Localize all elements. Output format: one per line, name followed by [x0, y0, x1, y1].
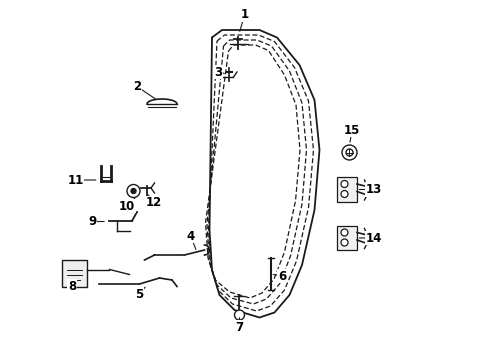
Text: 5: 5 — [135, 288, 143, 301]
Circle shape — [340, 229, 347, 236]
Text: 7: 7 — [235, 321, 243, 334]
Text: 13: 13 — [365, 183, 381, 196]
Text: 10: 10 — [119, 199, 135, 212]
Text: 3: 3 — [214, 66, 222, 78]
Text: 8: 8 — [68, 279, 76, 292]
Circle shape — [340, 180, 347, 188]
Circle shape — [341, 145, 356, 160]
Bar — [336, 226, 356, 250]
Text: 14: 14 — [365, 231, 381, 244]
Text: 4: 4 — [186, 230, 194, 243]
Circle shape — [346, 149, 352, 156]
Circle shape — [131, 189, 136, 194]
Text: 11: 11 — [67, 174, 83, 186]
Text: 15: 15 — [343, 123, 360, 136]
Text: 1: 1 — [240, 9, 248, 22]
Bar — [336, 177, 356, 202]
Text: 12: 12 — [145, 197, 162, 210]
Text: 6: 6 — [277, 270, 285, 283]
Circle shape — [234, 310, 244, 320]
Bar — [62, 260, 87, 287]
Text: 2: 2 — [133, 80, 141, 93]
Text: 9: 9 — [88, 215, 97, 228]
Circle shape — [340, 239, 347, 246]
Circle shape — [340, 190, 347, 198]
Circle shape — [127, 184, 140, 198]
